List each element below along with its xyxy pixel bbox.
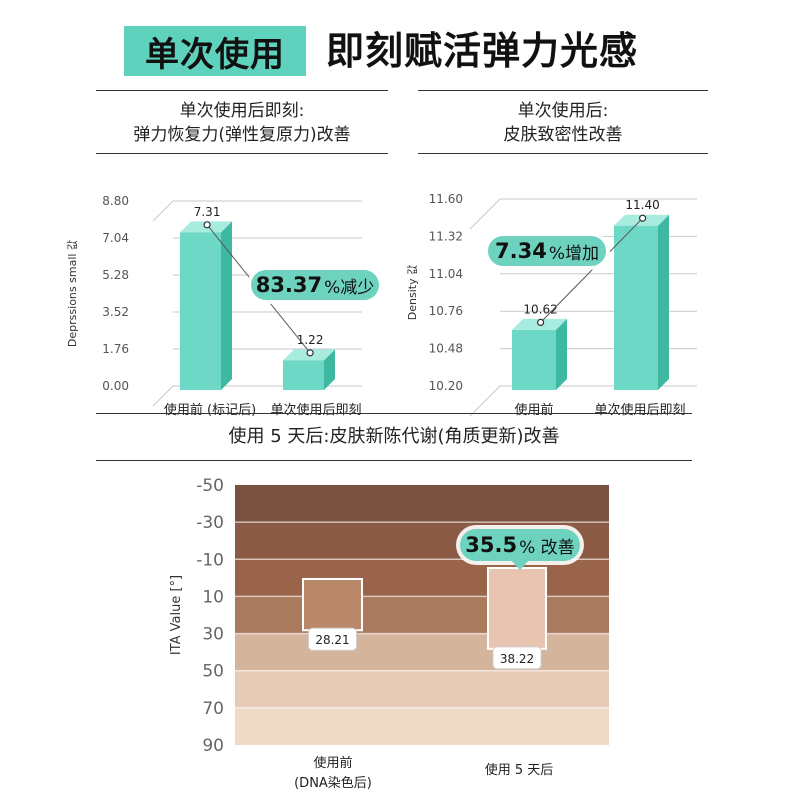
density-trend-line	[540, 217, 643, 323]
density-ylabel: Density 값	[406, 265, 419, 320]
ita-cat1-line1: 使用前	[313, 756, 353, 771]
elasticity-category-label: 单次使用后即刻	[270, 402, 361, 418]
panel1-title-line1: 单次使用后即刻:	[179, 101, 305, 121]
ita-value-label: 38.22	[500, 652, 534, 666]
panel3-bottom-rule	[96, 460, 692, 461]
panel2-title-line1: 单次使用后:	[517, 101, 609, 121]
density-bar	[512, 329, 556, 390]
panel1-title: 单次使用后即刻: 弹力恢复力(弹性复原力)改善	[96, 99, 388, 147]
density-axis-persp	[469, 198, 501, 230]
ita-callout-pointer	[510, 559, 530, 570]
ita-callout-value: 35.5	[465, 533, 518, 557]
density-ytick: 10.48	[429, 342, 463, 356]
panel3-top-rule	[96, 413, 692, 414]
ita-band	[235, 707, 609, 745]
ita-band	[235, 633, 609, 671]
ita-callout: 35.5% 改善	[460, 529, 580, 561]
density-value-label: 10.62	[523, 302, 557, 316]
ita-bar	[487, 567, 547, 650]
density-callout-suffix: %增加	[548, 243, 599, 264]
ita-ytick: 50	[202, 662, 224, 682]
elasticity-point	[306, 349, 314, 357]
ita-cat1-line2: (DNA染色后)	[294, 776, 372, 791]
density-callout-value: 7.34	[495, 239, 547, 263]
elasticity-callout: 83.37 %减少	[251, 270, 379, 300]
elasticity-bar	[180, 232, 221, 390]
elasticity-ytick: 0.00	[102, 379, 129, 393]
elasticity-category-label: 使用前 (标记后)	[164, 402, 256, 418]
elasticity-bar	[283, 360, 324, 390]
density-bar	[614, 225, 658, 390]
panel2-title-line2: 皮肤致密性改善	[503, 125, 623, 145]
ita-band	[235, 670, 609, 708]
density-point	[536, 318, 545, 326]
ita-cat1-label: 使用前 (DNA染色后)	[280, 754, 386, 794]
elasticity-bar-side	[324, 349, 335, 390]
density-ytick: 11.32	[429, 229, 463, 243]
elasticity-value-label: 1.22	[297, 333, 324, 347]
ita-ytick: -30	[196, 513, 224, 533]
elasticity-point	[203, 221, 211, 229]
ita-value-box	[308, 627, 357, 651]
density-category-label: 使用前	[514, 402, 553, 418]
elasticity-value-label: 7.31	[194, 205, 221, 219]
panel1-title-line2: 弹力恢复力(弹性复原力)改善	[133, 125, 351, 145]
ita-bar	[302, 578, 363, 632]
density-ytick: 11.60	[429, 192, 463, 206]
density-ytick: 10.20	[429, 379, 463, 393]
density-ytick: 11.04	[429, 267, 463, 281]
panel1-bottom-rule	[96, 153, 388, 154]
elasticity-ylabel: Deprssions small 값	[66, 240, 79, 347]
density-bar-side	[556, 318, 567, 390]
ita-ytick: 10	[202, 587, 224, 607]
ita-ytick: -50	[196, 476, 224, 496]
density-category-label: 单次使用后即刻	[594, 402, 685, 418]
density-ytick: 10.76	[429, 304, 463, 318]
elasticity-ytick: 7.04	[102, 231, 129, 245]
elasticity-ytick: 1.76	[102, 342, 129, 356]
ita-band	[235, 559, 609, 597]
ita-ytick: 90	[202, 736, 224, 756]
page-title: 即刻赋活弹力光感	[326, 29, 639, 73]
density-callout: 7.34 %增加	[488, 236, 606, 266]
panel1-top-rule	[96, 90, 388, 91]
ita-ytick: -10	[196, 550, 224, 570]
density-axis-persp	[469, 385, 501, 417]
ita-ytick: 70	[202, 699, 224, 719]
elasticity-ytick: 5.28	[102, 268, 129, 282]
elasticity-axis-persp	[152, 385, 174, 407]
elasticity-callout-suffix: %减少	[324, 277, 375, 298]
ita-cat2-label: 使用 5 天后	[466, 759, 572, 778]
ita-value-box	[492, 646, 542, 670]
ita-value-label: 28.21	[315, 633, 349, 647]
ita-ytick: 30	[202, 625, 224, 645]
density-value-label: 11.40	[625, 198, 659, 212]
panel3-title: 使用 5 天后:皮肤新陈代谢(角质更新)改善	[228, 426, 560, 447]
elasticity-callout-value: 83.37	[255, 273, 323, 297]
elasticity-ytick: 8.80	[102, 194, 129, 208]
panel2-bottom-rule	[418, 153, 708, 154]
ita-band	[235, 485, 609, 523]
density-point	[638, 214, 647, 222]
elasticity-axis-persp	[152, 200, 174, 222]
title-badge: 单次使用	[124, 26, 306, 76]
ita-ylabel: ITA Value [°]	[169, 575, 184, 655]
header: 单次使用 即刻赋活弹力光感	[0, 22, 800, 82]
elasticity-bar-side	[221, 221, 232, 390]
elasticity-ytick: 3.52	[102, 305, 129, 319]
panel2-top-rule	[418, 90, 708, 91]
ita-cat2-line1: 使用 5 天后	[484, 763, 554, 778]
density-bar-side	[658, 214, 669, 390]
ita-callout-suffix: % 改善	[519, 537, 575, 558]
panel2-title: 单次使用后: 皮肤致密性改善	[418, 99, 708, 147]
ita-band	[235, 596, 609, 634]
